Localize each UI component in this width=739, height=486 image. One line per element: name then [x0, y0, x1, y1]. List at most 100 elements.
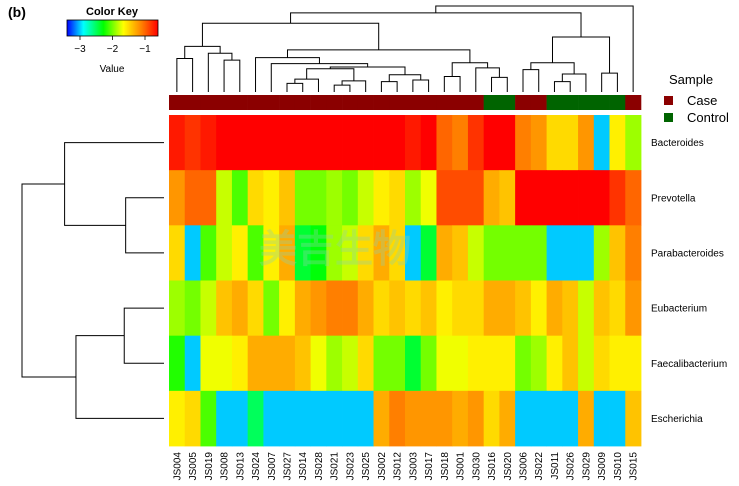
heatmap-cell	[326, 335, 343, 392]
sample-group-cell	[342, 95, 359, 110]
row-dendrogram	[21, 142, 164, 419]
heatmap-cell	[405, 115, 422, 171]
heatmap-cell	[169, 115, 186, 171]
heatmap-cell	[467, 280, 485, 337]
column-label: JS026	[566, 452, 577, 481]
heatmap-cell	[294, 335, 311, 392]
dendrogram-branch	[184, 45, 221, 59]
heatmap-cell	[452, 390, 469, 447]
dendrogram-branch	[207, 52, 233, 92]
heatmap-cell	[231, 390, 249, 447]
sample-group-cell	[420, 95, 437, 110]
heatmap-cell	[593, 115, 610, 171]
heatmap-cell	[436, 280, 453, 337]
heatmap-cell	[216, 170, 233, 226]
dendrogram-branch	[561, 73, 587, 92]
heatmap-cell	[625, 335, 642, 392]
heatmap-cell	[373, 115, 390, 171]
dendrogram-branch	[223, 59, 241, 92]
heatmap-cell	[420, 280, 437, 337]
heatmap-cell	[279, 335, 296, 392]
heatmap-cell	[420, 115, 437, 171]
dendrogram-branch	[341, 80, 367, 92]
row-label: Eubacterium	[651, 304, 707, 315]
legend-label-control: Control	[687, 110, 729, 125]
heatmap-cell	[625, 280, 642, 337]
color-key: Color Key −3 −2 −1 Value	[66, 6, 159, 75]
sample-group-cell	[389, 95, 406, 110]
dendrogram-branch	[290, 12, 582, 37]
heatmap-cell	[562, 225, 579, 281]
heatmap-cell	[405, 390, 422, 447]
heatmap-cell	[342, 335, 359, 392]
heatmap-cell	[357, 115, 374, 171]
heatmap-cell	[200, 280, 217, 337]
heatmap-cell	[263, 280, 280, 337]
color-key-tick-label: −3	[74, 44, 86, 55]
heatmap-cell	[357, 170, 374, 226]
heatmap-cell	[342, 225, 359, 281]
heatmap-cell	[216, 335, 233, 392]
heatmap-cell	[326, 170, 343, 226]
heatmap-cell	[200, 170, 217, 226]
heatmap-cell	[483, 225, 500, 281]
sample-group-cell	[405, 95, 422, 110]
heatmap-cell	[625, 115, 642, 171]
heatmap-cell	[357, 335, 374, 392]
row-label: Parabacteroides	[651, 248, 724, 259]
dendrogram-branch	[412, 79, 430, 92]
heatmap-cell	[609, 115, 626, 171]
heatmap-cell	[452, 225, 469, 281]
heatmap-cell	[515, 280, 532, 337]
heatmap-cell	[530, 170, 547, 226]
row-label: Escherichia	[651, 414, 703, 425]
heatmap-cell	[279, 280, 296, 337]
heatmap-cell	[169, 225, 186, 281]
column-label: JS022	[534, 452, 545, 481]
heatmap-cell	[578, 225, 595, 281]
heatmap-cell	[216, 280, 233, 337]
heatmap-cell	[609, 170, 626, 226]
heatmap-cell	[294, 170, 311, 226]
heatmap-cell	[625, 170, 642, 226]
heatmap-cell	[310, 170, 327, 226]
heatmap-cell	[546, 225, 563, 281]
heatmap-cell	[279, 390, 296, 447]
heatmap-cell	[515, 335, 532, 392]
heatmap-cell	[231, 280, 249, 337]
row-labels: Bacteroides Prevotella Parabacteroides Euba…	[651, 138, 727, 425]
heatmap-cell	[593, 335, 610, 392]
heatmap-cell	[389, 335, 406, 392]
heatmap-cell	[405, 280, 422, 337]
column-label: JS012	[393, 452, 404, 481]
color-key-ticks: −3 −2 −1	[74, 36, 151, 55]
heatmap-cell	[452, 115, 469, 171]
heatmap-cell	[389, 225, 406, 281]
heatmap-cell	[530, 280, 547, 337]
sample-group-cell	[231, 95, 248, 110]
column-label: JS025	[361, 452, 372, 481]
heatmap-cell	[169, 170, 186, 226]
heatmap-cell	[326, 390, 343, 447]
color-key-tick-label: −2	[107, 44, 119, 55]
heatmap-cell	[499, 170, 516, 226]
column-label: JS002	[377, 452, 388, 481]
row-label: Prevotella	[651, 193, 696, 204]
heatmap-cell	[184, 335, 201, 392]
heatmap-cell	[562, 335, 579, 392]
dendrogram-branch	[435, 5, 634, 92]
column-label: JS014	[298, 452, 309, 481]
heatmap-cell	[169, 335, 186, 392]
heatmap-cell	[562, 390, 579, 447]
heatmap-cell	[247, 280, 264, 337]
heatmap-cell	[467, 170, 485, 226]
heatmap-cell	[389, 280, 406, 337]
column-label: JS020	[503, 452, 514, 481]
heatmap-cell	[609, 280, 626, 337]
heatmap-cell	[310, 225, 327, 281]
heatmap-cell	[530, 390, 547, 447]
heatmap-cell	[609, 335, 626, 392]
column-label: JS001	[456, 452, 467, 481]
dendrogram-branch	[380, 81, 398, 92]
column-dendrogram	[176, 5, 634, 92]
